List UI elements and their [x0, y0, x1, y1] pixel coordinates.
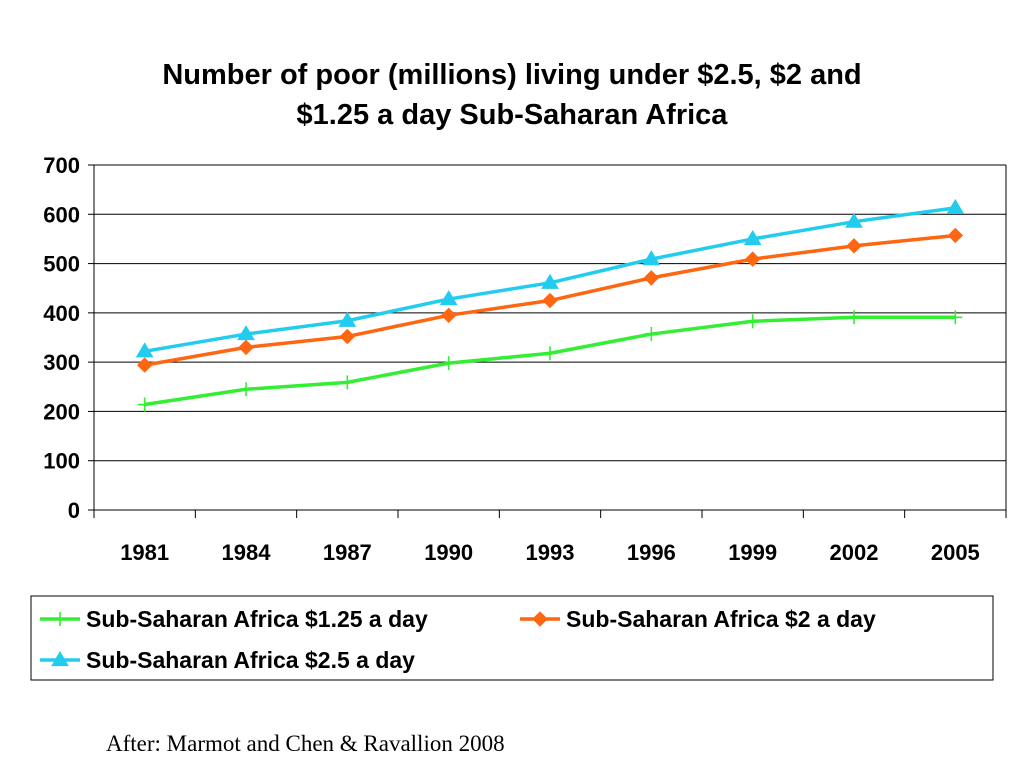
axes	[88, 164, 1007, 518]
x-tick-label: 2005	[931, 540, 980, 565]
x-tick-label: 1981	[120, 540, 169, 565]
legend-item: Sub-Saharan Africa $1.25 a day	[40, 606, 428, 632]
y-tick-labels: 0 100 200 300 400 500 600 700	[43, 153, 80, 523]
gridlines	[94, 164, 1006, 462]
data-point-diamond	[643, 270, 660, 286]
x-tick-label: 1993	[526, 540, 575, 565]
data-point-triangle	[135, 342, 154, 358]
y-tick-label: 100	[43, 449, 80, 474]
data-point-diamond	[542, 292, 558, 309]
chart-title-line-1: Number of poor (millions) living under $…	[162, 59, 861, 91]
data-point-plus	[948, 310, 963, 325]
data-point-triangle	[237, 325, 255, 341]
data-point-diamond	[440, 307, 457, 324]
series-lines	[135, 198, 965, 412]
y-tick-label: 400	[43, 301, 80, 326]
legend-item: Sub-Saharan Africa $2 a day	[520, 606, 876, 632]
data-point-diamond	[947, 227, 964, 244]
data-point-triangle	[541, 273, 559, 289]
series-plus	[137, 310, 963, 412]
data-point-triangle	[439, 290, 458, 306]
data-point-diamond	[744, 251, 761, 267]
data-point-diamond	[846, 238, 862, 254]
y-tick-label: 600	[43, 202, 80, 227]
legend-marker	[532, 611, 548, 627]
x-tick-label: 1999	[728, 540, 777, 565]
data-point-plus	[441, 356, 456, 371]
source-caption: After: Marmot and Chen & Ravallion 2008	[106, 731, 505, 756]
data-point-plus	[137, 397, 152, 412]
data-point-plus	[847, 310, 861, 325]
series-diamond	[136, 227, 964, 373]
chart-title-line-2: $1.25 a day Sub-Saharan Africa	[297, 99, 729, 131]
data-point-plus	[543, 346, 557, 361]
x-tick-label: 2002	[830, 540, 879, 565]
data-point-plus	[644, 327, 659, 342]
data-point-triangle	[642, 250, 661, 266]
data-point-diamond	[339, 328, 356, 345]
y-tick-label: 0	[68, 498, 80, 523]
y-tick-label: 200	[43, 399, 80, 424]
data-point-triangle	[845, 212, 863, 228]
data-point-diamond	[238, 339, 254, 356]
x-tick-label: 1996	[627, 540, 676, 565]
data-point-plus	[340, 375, 355, 390]
legend-item: Sub-Saharan Africa $2.5 a day	[40, 647, 415, 673]
series-triangle	[135, 198, 965, 358]
data-point-plus	[745, 314, 760, 329]
x-tick-labels: 1981 1984 1987 1990 1993 1996 1999 2002 2005	[120, 540, 980, 565]
legend: Sub-Saharan Africa $1.25 a day Sub-Sahara…	[30, 595, 994, 681]
legend-marker	[51, 651, 69, 667]
legend-marker	[53, 612, 67, 626]
x-tick-label: 1987	[323, 540, 372, 565]
data-point-triangle	[338, 311, 357, 327]
data-point-triangle	[946, 198, 965, 214]
legend-label: Sub-Saharan Africa $2.5 a day	[86, 647, 415, 673]
legend-label: Sub-Saharan Africa $2 a day	[566, 606, 876, 632]
y-tick-label: 500	[43, 252, 80, 277]
data-point-triangle	[743, 229, 762, 246]
legend-label: Sub-Saharan Africa $1.25 a day	[86, 606, 428, 632]
data-point-plus	[239, 382, 253, 397]
x-tick-label: 1984	[222, 540, 272, 565]
legend-box	[30, 595, 994, 681]
y-tick-label: 300	[43, 350, 80, 375]
y-tick-label: 700	[43, 153, 80, 178]
data-point-diamond	[136, 357, 153, 373]
x-tick-label: 1990	[424, 540, 473, 565]
